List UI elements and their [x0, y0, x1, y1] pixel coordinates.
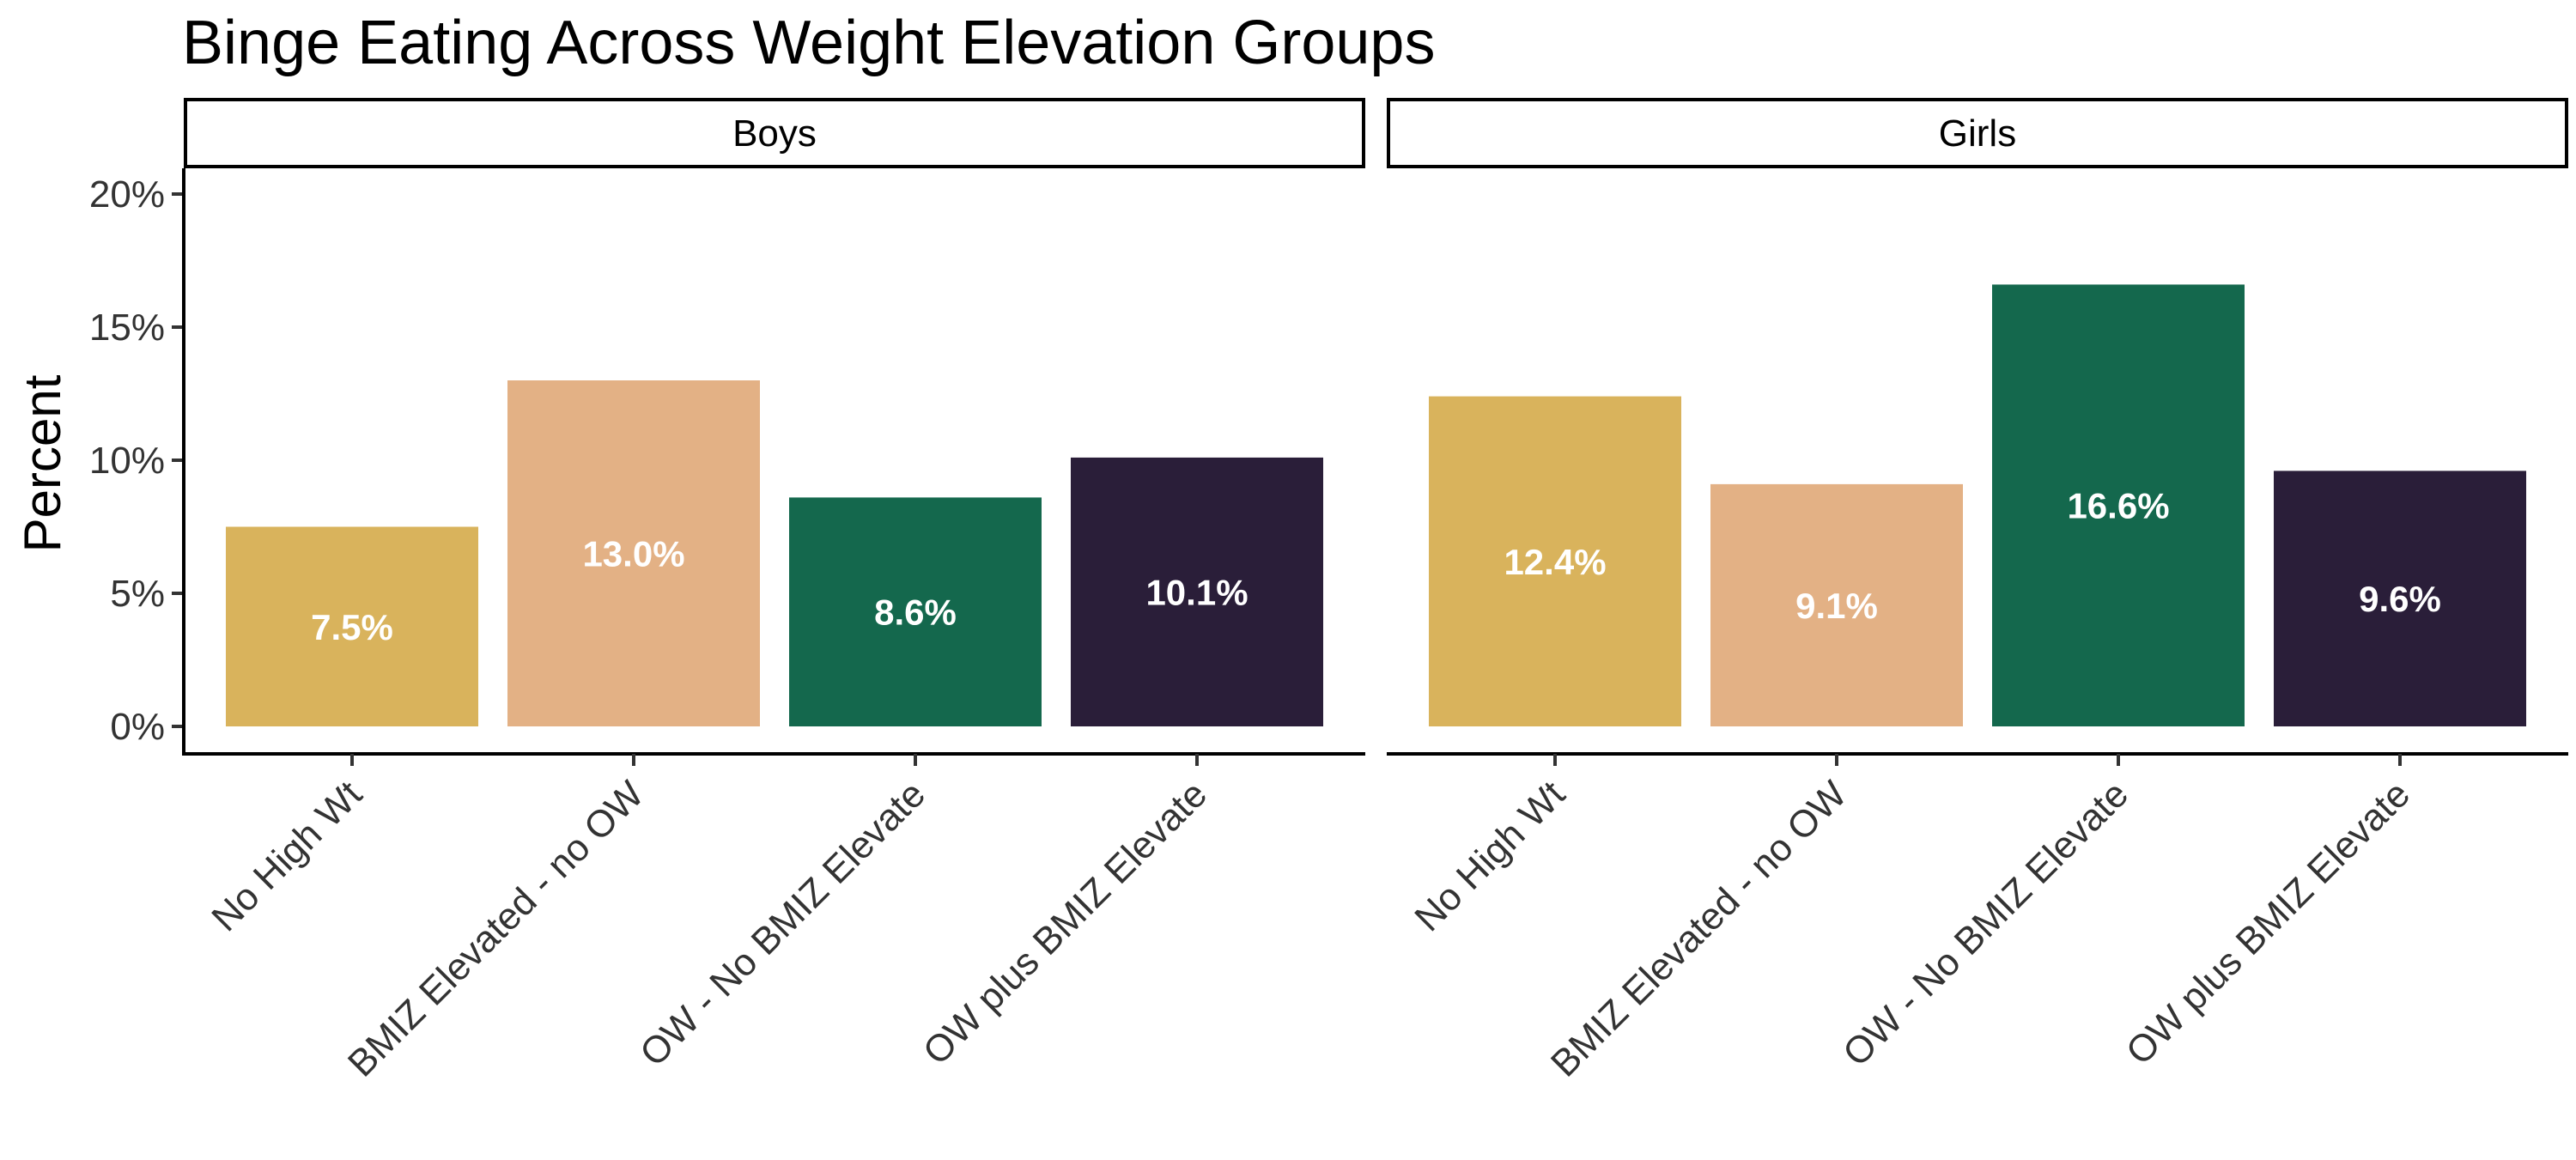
bar-value-label: 9.6% — [2359, 579, 2441, 619]
bar — [1710, 483, 1963, 726]
bar-value-label: 9.1% — [1795, 586, 1878, 626]
y-axis: 0% 5% 10% 15% 20% — [89, 173, 184, 748]
y-tick-label: 20% — [89, 173, 165, 216]
bar-value-label: 8.6% — [874, 592, 957, 633]
facet-panel-boys: Boys 7.5% No High Wt 13.0% BMIZ Elevated - n… — [182, 98, 1365, 1085]
bar-value-label: 13.0% — [582, 534, 684, 574]
bar — [507, 380, 760, 726]
x-tick-label: OW - No BMIZ Elevate — [632, 773, 933, 1074]
x-tick-label: OW plus BMIZ Elevate — [915, 773, 1215, 1072]
facet-strip-label: Boys — [732, 112, 817, 155]
y-axis-label: Percent — [14, 374, 71, 552]
x-tick-label: No High Wt — [204, 773, 370, 939]
x-tick-label: OW plus BMIZ Elevate — [2118, 773, 2418, 1072]
facet-strip — [1387, 98, 2568, 168]
bar-value-label: 16.6% — [2067, 486, 2169, 526]
x-tick-label: No High Wt — [1406, 773, 1573, 939]
bar-value-label: 7.5% — [311, 607, 393, 647]
x-tick-label: BMIZ Elevated - no OW — [340, 773, 652, 1084]
bar-value-label: 10.1% — [1145, 572, 1248, 612]
facet-strip-label: Girls — [1939, 112, 2016, 155]
chart-title: Binge Eating Across Weight Elevation Gro… — [182, 9, 1435, 77]
facet-panel-girls: Girls 12.4% No High Wt 9.1% BMIZ Elevated - … — [1387, 98, 2568, 1085]
bar — [789, 497, 1042, 726]
bar-value-label: 12.4% — [1504, 542, 1606, 582]
facet-panels: Boys 7.5% No High Wt 13.0% BMIZ Elevated - n… — [182, 98, 2568, 1085]
x-tick-label: OW - No BMIZ Elevate — [1835, 773, 2136, 1074]
bar — [1429, 396, 1681, 726]
facet-strip — [184, 98, 1365, 168]
bar — [2274, 471, 2526, 726]
x-tick-label: BMIZ Elevated - no OW — [1543, 773, 1855, 1084]
bar — [226, 526, 478, 726]
y-tick-label: 0% — [110, 706, 165, 748]
y-tick-label: 10% — [89, 440, 165, 482]
y-tick-label: 5% — [110, 573, 165, 615]
y-tick-label: 15% — [89, 307, 165, 349]
bar — [1071, 457, 1323, 726]
bar — [1992, 284, 2245, 726]
